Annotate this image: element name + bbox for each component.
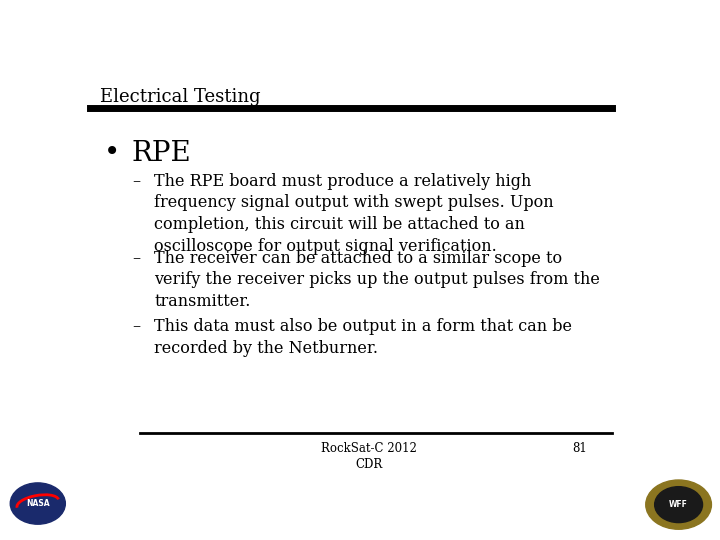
Text: This data must also be output in a form that can be
recorded by the Netburner.: This data must also be output in a form … [154,319,572,357]
Text: Electrical Testing: Electrical Testing [100,87,261,106]
Text: RPE: RPE [132,140,192,167]
Text: WFF: WFF [669,500,688,509]
Text: –: – [132,319,140,335]
Circle shape [10,483,66,524]
Text: The RPE board must produce a relatively high
frequency signal output with swept : The RPE board must produce a relatively … [154,173,554,254]
Text: •: • [104,140,120,167]
Text: RockSat-C 2012: RockSat-C 2012 [321,442,417,455]
Text: 81: 81 [572,442,588,455]
Text: The receiver can be attached to a similar scope to
verify the receiver picks up : The receiver can be attached to a simila… [154,250,600,310]
Text: CDR: CDR [356,458,382,471]
Text: –: – [132,173,140,190]
Text: NASA: NASA [26,499,50,508]
Circle shape [646,480,711,529]
Text: –: – [132,250,140,267]
Circle shape [654,487,703,523]
